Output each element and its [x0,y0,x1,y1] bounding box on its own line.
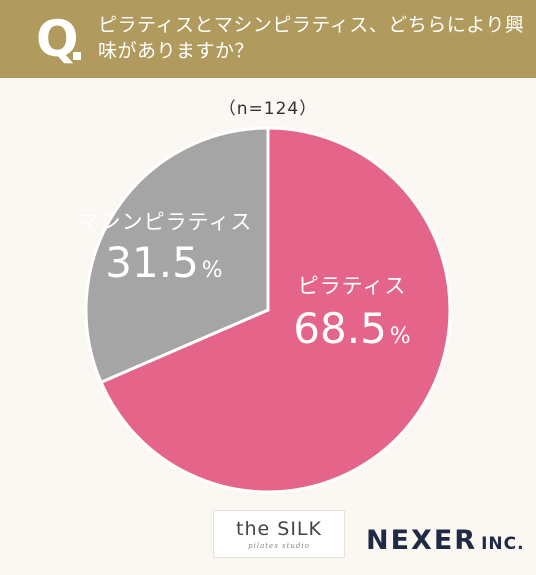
pilates-unit: % [390,324,411,349]
nexer-logo-text: NEXER [366,525,478,556]
label-machine-pilates-name: マシンピラティス [78,210,253,234]
the-silk-logo: the SILK pilates studio [213,510,345,558]
nexer-logo-inc: INC. [481,534,525,554]
nexer-logo: NEXER INC. [366,525,525,556]
the-silk-logo-subtext: pilates studio [248,542,310,550]
slice-pilates [98,126,452,494]
label-machine-pilates-value: 31.5% [105,238,222,287]
question-header: Q ピラティスとマシンピラティス、どちらにより興味がありますか？ [0,0,536,78]
sample-size-label: （n=124） [218,99,318,119]
label-pilates-value: 68.5% [293,304,410,353]
machine-pilates-unit: % [202,258,223,283]
q-mark: Q [36,10,79,68]
pilates-value: 68.5 [293,304,387,353]
question-text: ピラティスとマシンピラティス、どちらにより興味がありますか？ [98,14,525,62]
the-silk-logo-text: the SILK [236,518,322,540]
q-dot [73,52,81,60]
label-pilates-name: ピラティス [298,274,407,298]
machine-pilates-value: 31.5 [105,238,199,287]
slice-machine-pilates [84,126,270,385]
